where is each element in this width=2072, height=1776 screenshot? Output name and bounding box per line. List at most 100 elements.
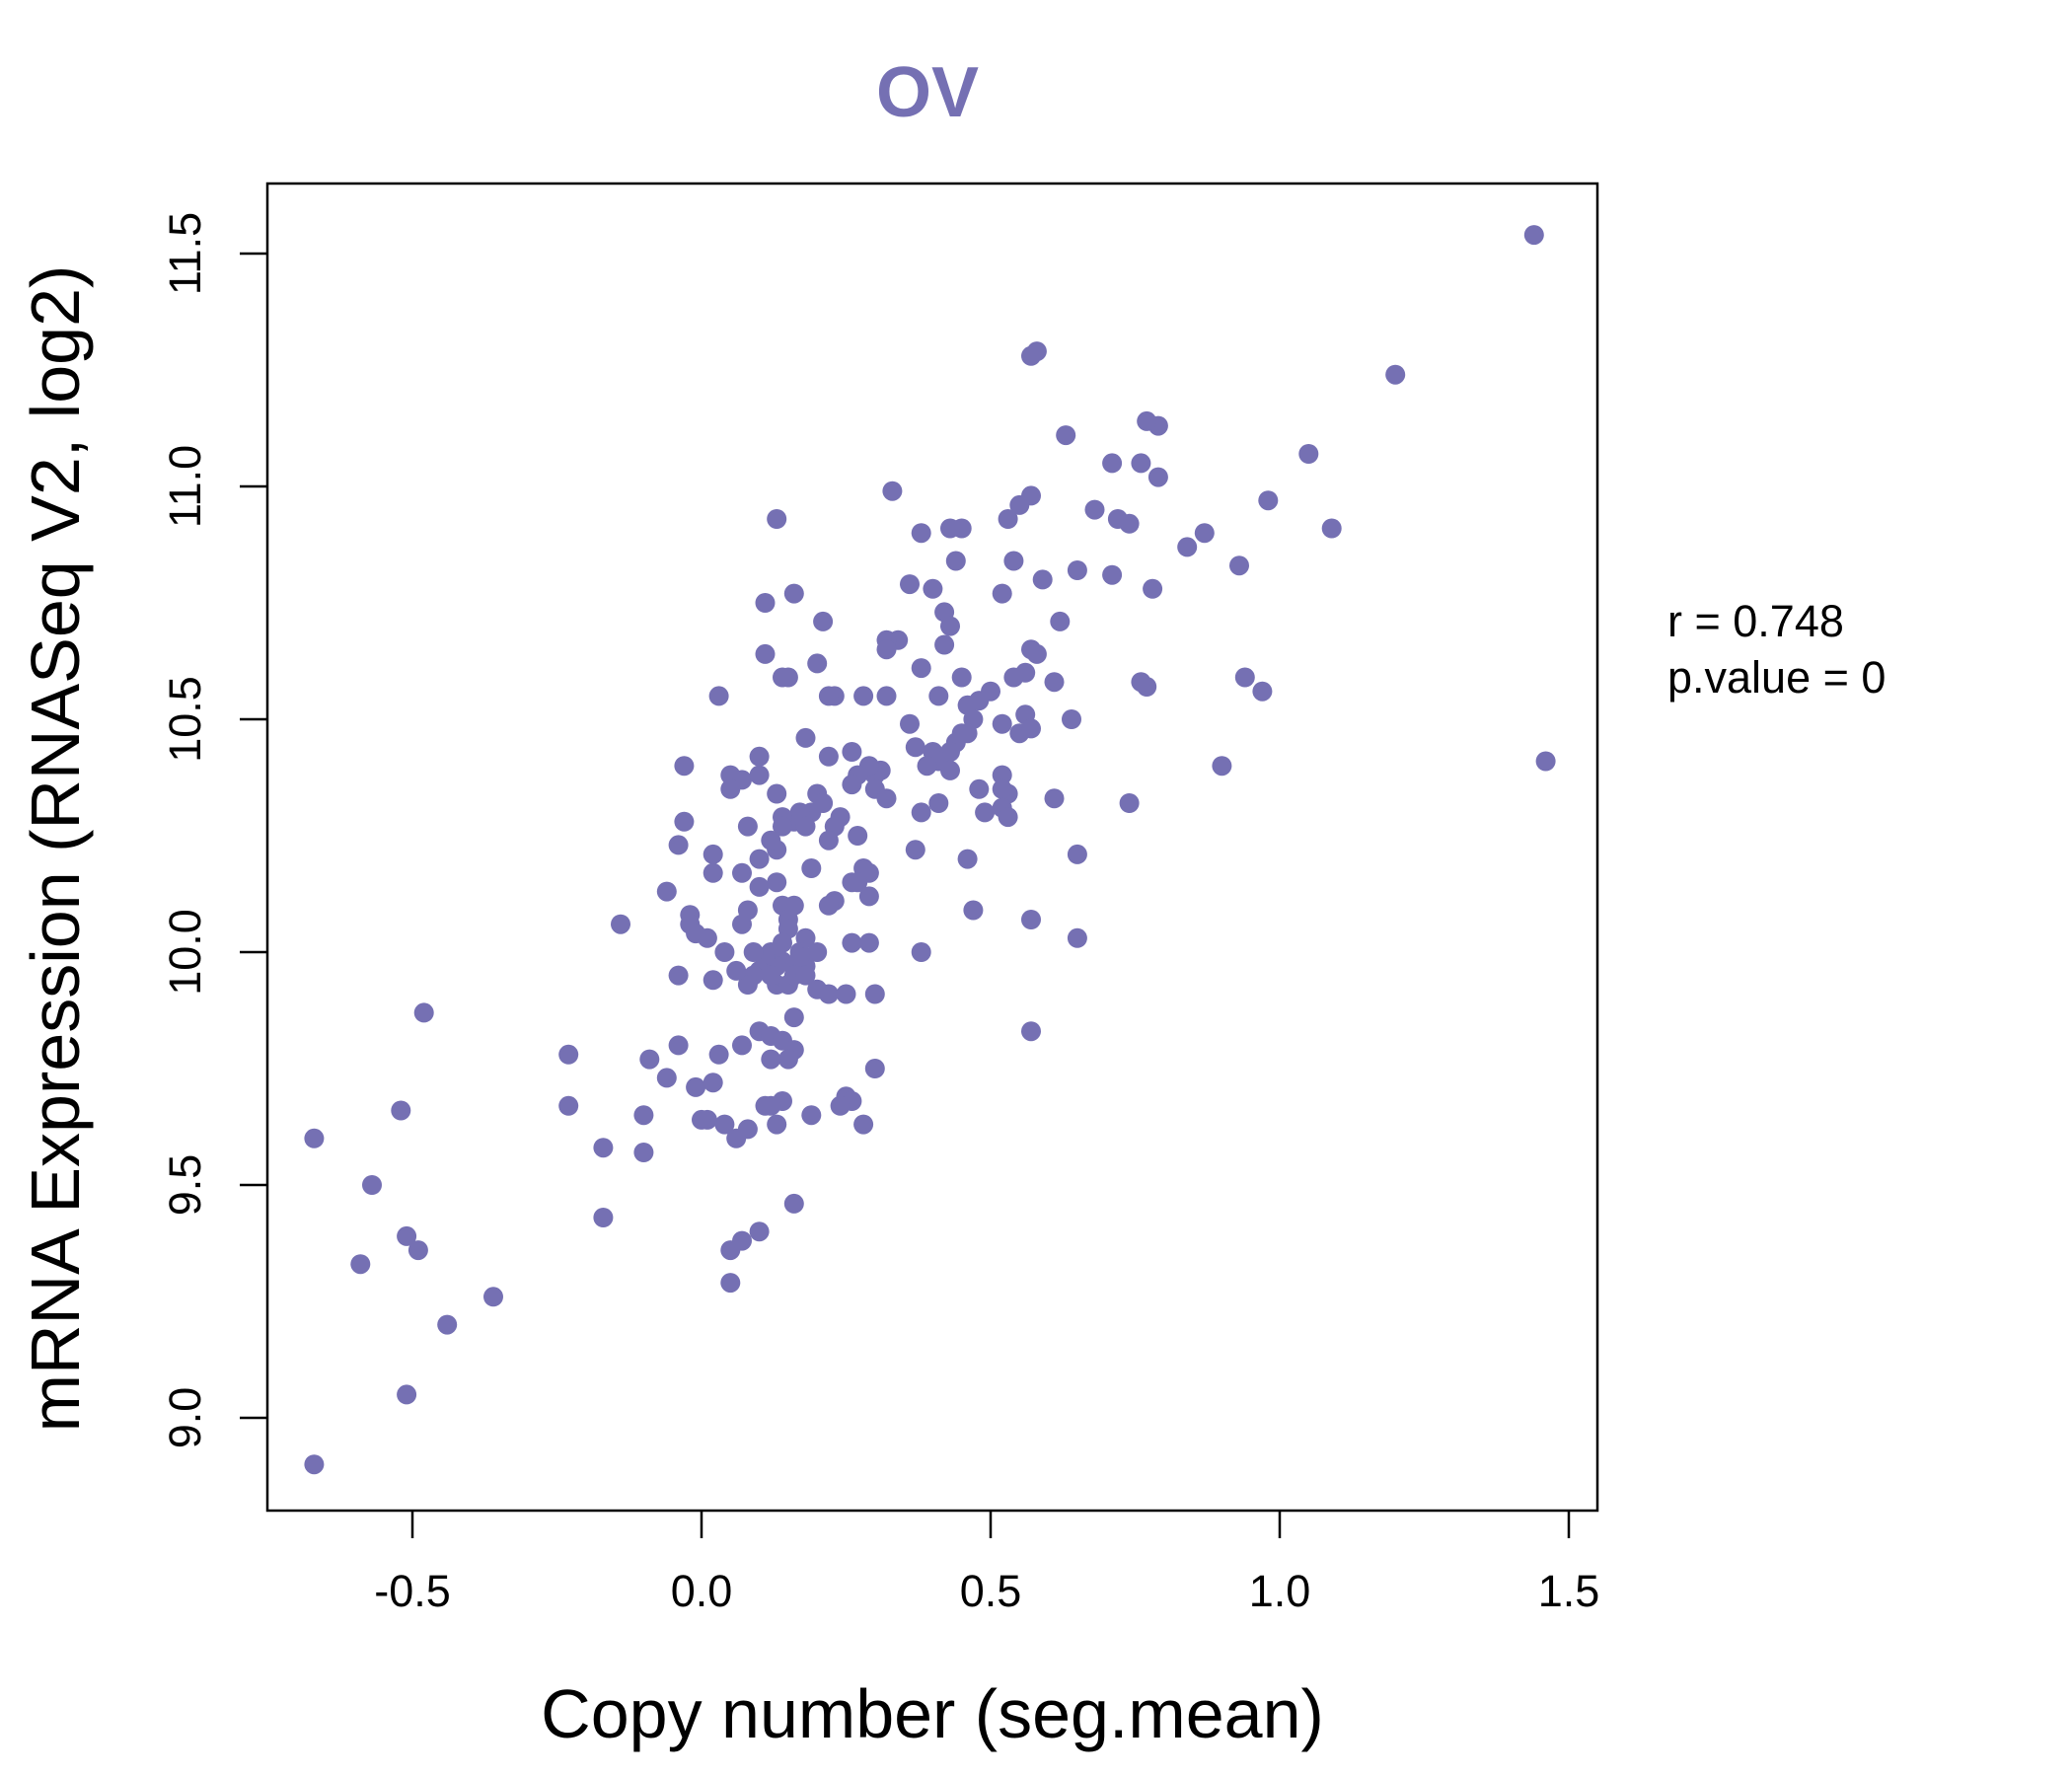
data-point [998, 807, 1018, 828]
data-point [1032, 569, 1053, 590]
data-point [656, 881, 677, 902]
data-point [1194, 523, 1215, 544]
x-tick-label: -0.5 [374, 1566, 451, 1616]
data-point [773, 816, 792, 837]
data-point [726, 960, 747, 981]
data-point [900, 574, 920, 595]
data-point [1026, 643, 1047, 664]
data-point [945, 551, 966, 571]
data-point [853, 1114, 874, 1135]
data-point [761, 830, 781, 851]
data-point [714, 1114, 735, 1135]
y-tick-label: 10.0 [160, 909, 210, 996]
y-axis: 9.0 9.5 10.0 10.5 11.0 11.5 [160, 212, 267, 1448]
data-point [1021, 718, 1041, 739]
data-point [911, 802, 931, 823]
data-point [957, 849, 978, 869]
data-point [720, 1273, 741, 1294]
data-point [940, 760, 960, 780]
data-point [1119, 793, 1140, 813]
data-point [362, 1175, 382, 1195]
data-point [836, 984, 856, 1004]
data-point [1229, 555, 1249, 576]
data-point [593, 1208, 614, 1227]
data-point [992, 583, 1012, 604]
data-point [1009, 494, 1030, 515]
data-point [743, 942, 764, 962]
data-point [1056, 425, 1076, 446]
data-point [858, 932, 879, 953]
data-point [737, 900, 758, 921]
data-point [767, 783, 787, 804]
data-point [1131, 453, 1151, 474]
data-point [783, 1007, 804, 1028]
data-point [818, 830, 839, 851]
data-point [1021, 910, 1041, 929]
data-point [413, 1002, 434, 1023]
data-point [1143, 578, 1163, 599]
data-point [714, 942, 735, 962]
data-point [807, 653, 828, 674]
data-point [940, 518, 960, 539]
data-point [761, 965, 781, 986]
data-point [876, 639, 897, 660]
data-point [558, 1044, 579, 1065]
data-point [767, 872, 787, 893]
data-point [1067, 927, 1087, 948]
data-point [963, 900, 984, 921]
data-point [633, 1105, 654, 1126]
data-point [304, 1128, 325, 1148]
data-point [975, 802, 996, 823]
data-point [1102, 564, 1123, 585]
data-point [1026, 341, 1047, 362]
data-point [1102, 453, 1123, 474]
data-point [407, 1240, 428, 1261]
data-point [1062, 709, 1081, 729]
y-tick-label: 10.5 [160, 676, 210, 763]
data-point [633, 1143, 654, 1162]
data-point [749, 876, 770, 897]
data-point [1298, 444, 1319, 464]
data-point [755, 593, 776, 613]
data-point [1021, 1021, 1041, 1042]
data-point [853, 686, 874, 706]
data-point [656, 1068, 677, 1088]
data-point [795, 965, 816, 986]
data-point [934, 634, 955, 655]
y-tick-label: 9.5 [160, 1154, 210, 1217]
data-point [876, 686, 897, 706]
correlation-label: r = 0.748 [1667, 596, 1844, 646]
data-point [692, 1109, 711, 1130]
data-point [923, 578, 943, 599]
data-point [876, 788, 897, 809]
data-point [703, 1073, 723, 1093]
data-point [911, 942, 931, 962]
data-point [1385, 364, 1406, 385]
data-point [674, 811, 695, 832]
data-point [1137, 410, 1157, 431]
data-point [749, 746, 770, 767]
p-value-label: p.value = 0 [1667, 652, 1886, 703]
data-point [842, 775, 862, 795]
data-point [818, 686, 839, 706]
data-point [951, 667, 972, 688]
data-point [882, 481, 903, 501]
data-point [1258, 490, 1279, 511]
data-point [668, 1035, 689, 1056]
data-point [703, 844, 723, 864]
data-point [795, 816, 816, 837]
data-point [720, 1240, 741, 1261]
x-tick-label: 0.0 [671, 1566, 733, 1616]
plot-frame [265, 182, 1599, 1513]
y-tick-label: 9.0 [160, 1387, 210, 1449]
data-point [761, 1095, 781, 1116]
data-point [818, 984, 839, 1004]
data-point [708, 1044, 729, 1065]
data-point [795, 727, 816, 748]
data-point [749, 849, 770, 869]
data-point [830, 1095, 851, 1116]
data-point [789, 946, 810, 967]
data-point [1067, 844, 1087, 864]
data-point [1050, 611, 1071, 631]
